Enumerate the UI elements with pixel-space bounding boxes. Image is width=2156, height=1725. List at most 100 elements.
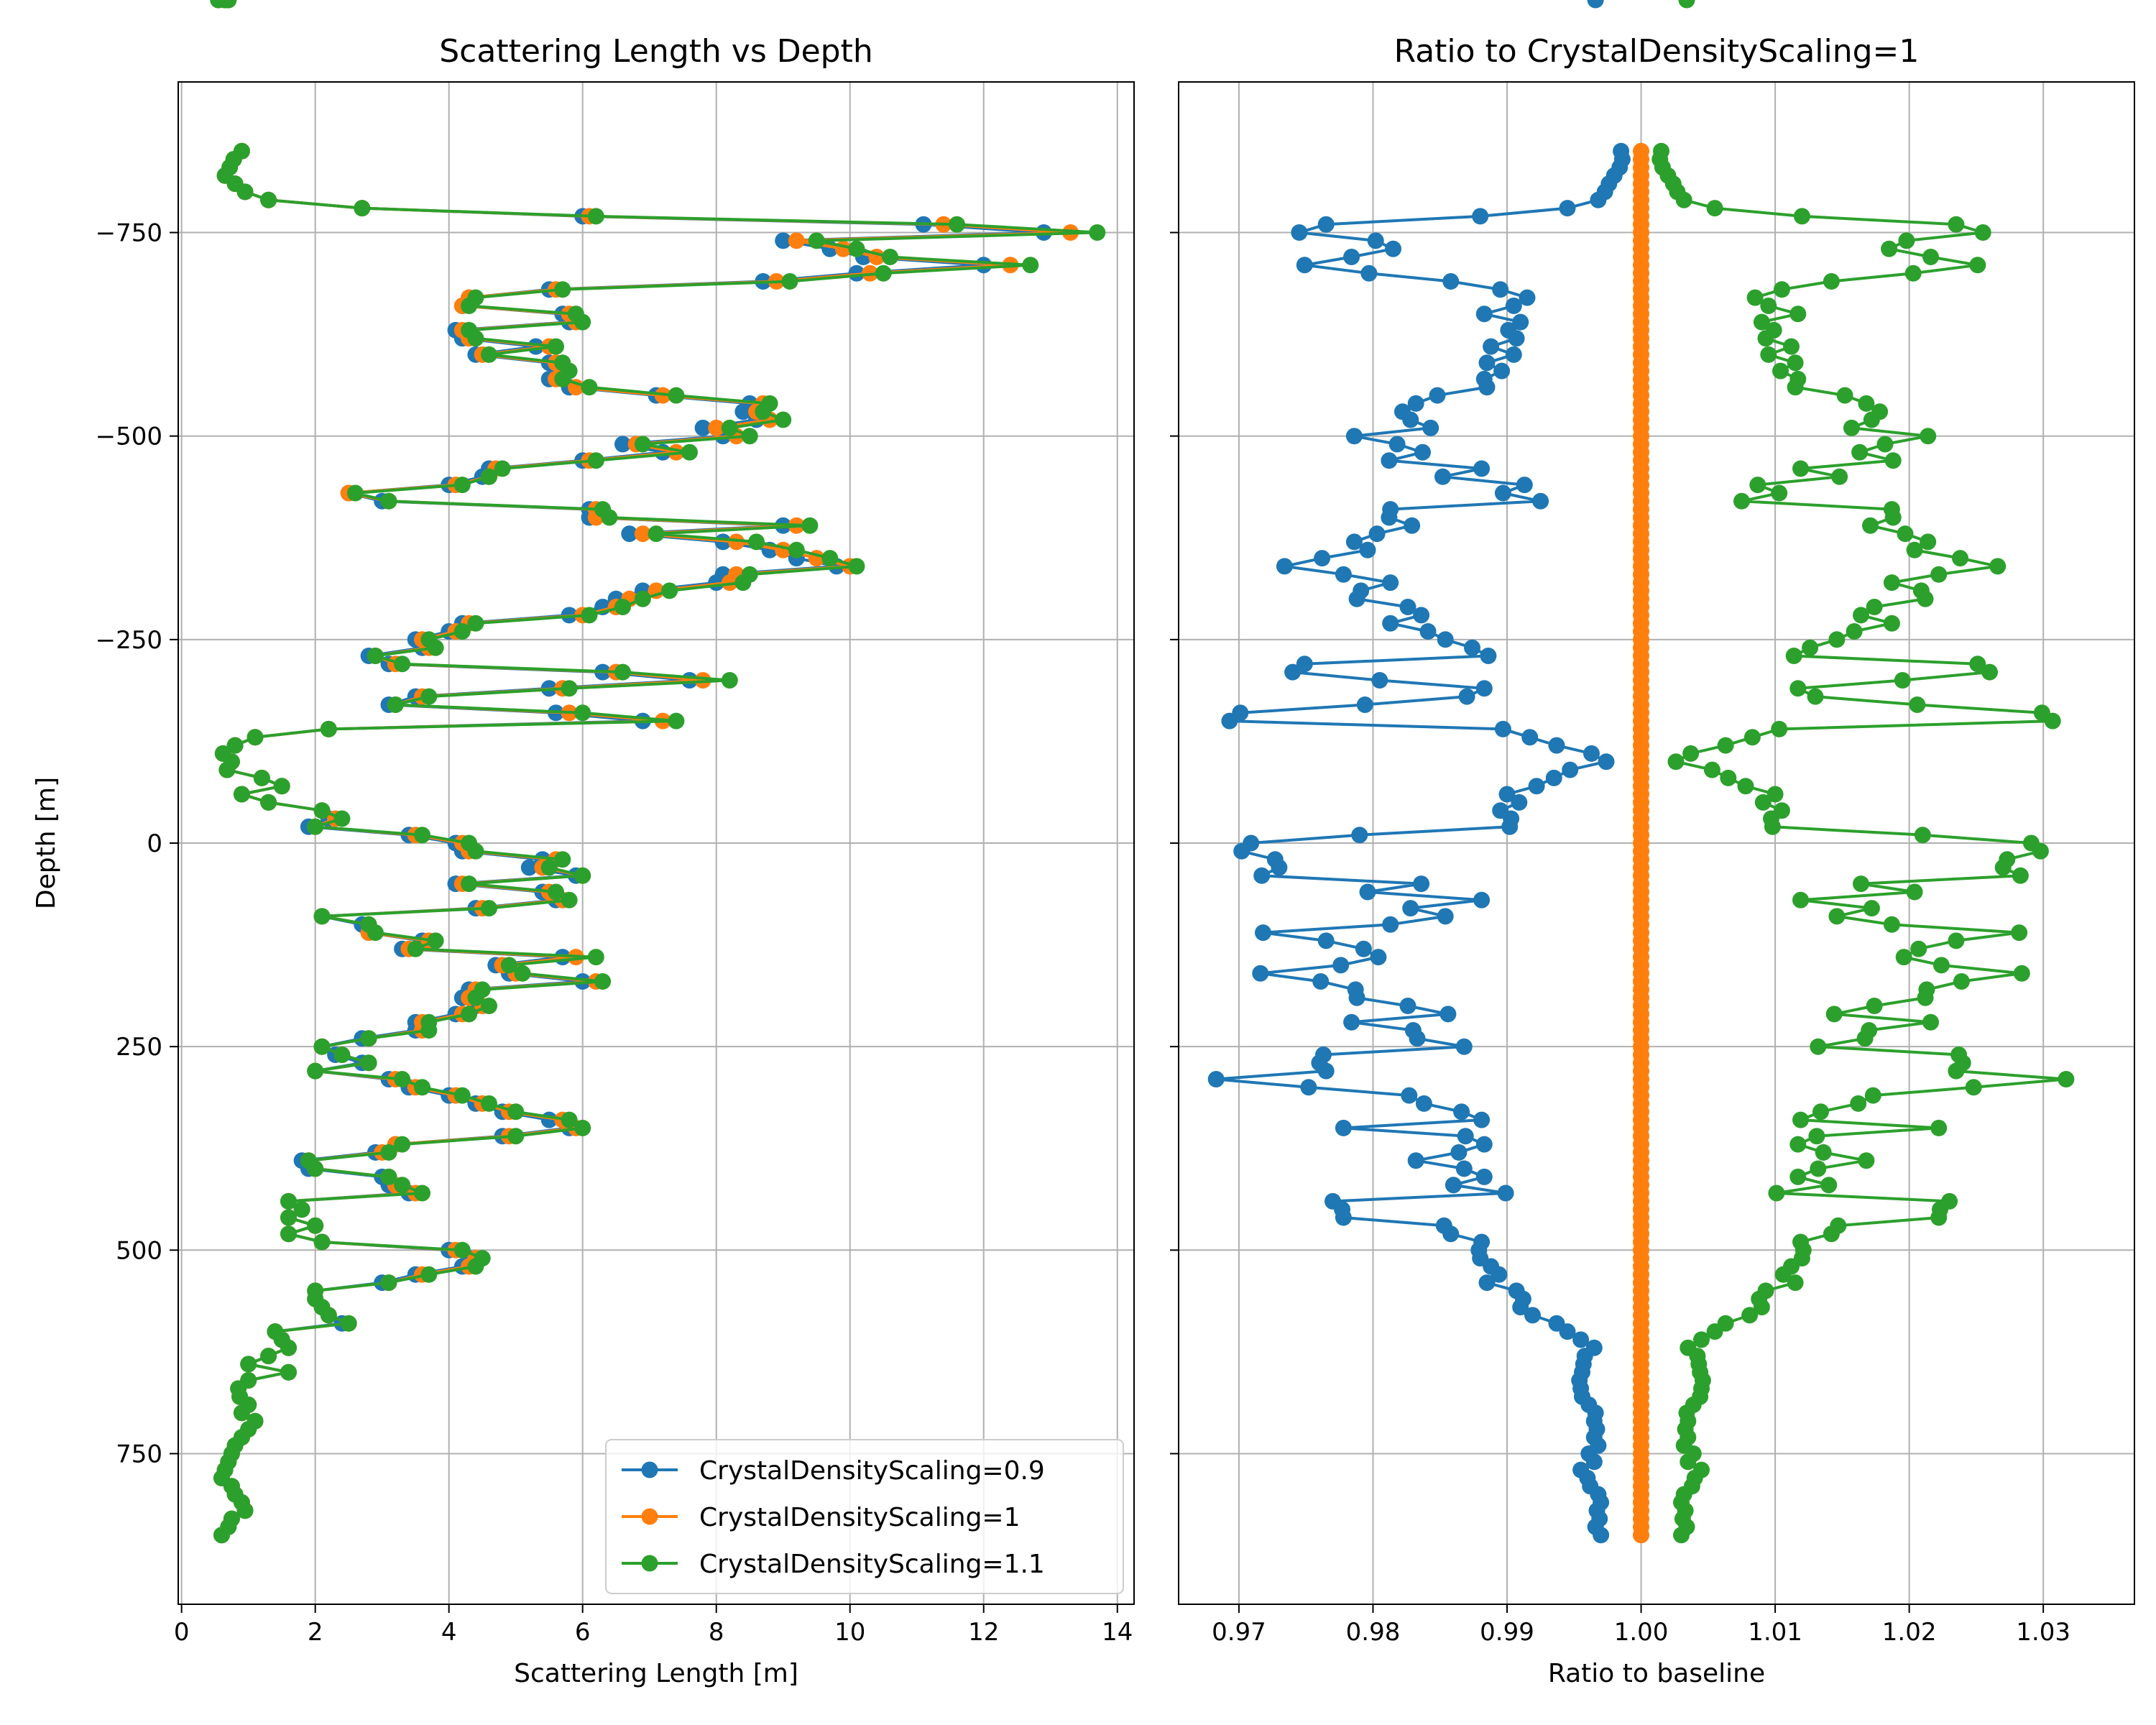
x-tick-label: 1.03 bbox=[2016, 1618, 2070, 1647]
right-y-ticks bbox=[1170, 231, 1179, 1455]
data-point bbox=[561, 680, 578, 697]
data-point bbox=[394, 656, 411, 673]
data-point bbox=[233, 1404, 250, 1422]
data-point bbox=[1545, 769, 1562, 786]
data-point bbox=[307, 818, 324, 835]
data-point bbox=[1858, 395, 1875, 412]
data-point bbox=[1300, 1079, 1317, 1096]
data-point bbox=[1475, 680, 1493, 697]
data-point bbox=[2011, 924, 2028, 942]
x-tick-label: 1.02 bbox=[1882, 1618, 1937, 1647]
legend: CrystalDensityScaling=0.9 CrystalDensity… bbox=[605, 1439, 1124, 1594]
left-series-layer bbox=[210, 0, 1106, 1544]
series-1 bbox=[1633, 142, 1649, 1544]
data-point bbox=[694, 419, 711, 436]
data-point bbox=[1370, 949, 1387, 966]
data-point bbox=[2012, 867, 2029, 884]
data-point bbox=[1478, 379, 1496, 396]
data-point bbox=[614, 663, 631, 681]
data-point bbox=[320, 720, 337, 737]
data-point bbox=[1989, 558, 2007, 575]
data-point bbox=[848, 558, 865, 575]
data-point bbox=[1883, 615, 1900, 632]
data-point bbox=[360, 1054, 377, 1072]
data-point bbox=[1787, 354, 1804, 372]
data-point bbox=[1583, 745, 1600, 762]
data-point bbox=[661, 582, 678, 599]
data-point bbox=[414, 1184, 430, 1202]
data-point bbox=[1407, 1152, 1424, 1169]
series-2 bbox=[1651, 0, 2075, 1544]
data-point bbox=[1409, 1030, 1426, 1047]
data-point bbox=[1678, 0, 1695, 9]
data-point bbox=[1385, 240, 1401, 257]
data-point bbox=[507, 1103, 525, 1121]
legend-label-0: CrystalDensityScaling=0.9 bbox=[699, 1456, 1045, 1486]
data-point bbox=[721, 672, 738, 689]
data-point bbox=[1276, 558, 1293, 575]
data-point bbox=[333, 1046, 351, 1063]
data-point bbox=[1876, 436, 1894, 453]
data-point bbox=[788, 541, 805, 558]
data-point bbox=[260, 794, 277, 811]
right-plot-panel: 0.97 0.98 0.99 1.00 1.01 1.02 1.03 Ratio to Cr… bbox=[1170, 0, 2135, 1688]
data-point bbox=[2058, 1071, 2075, 1087]
data-point bbox=[614, 599, 631, 615]
left-plot-panel: 0 2 4 6 8 10 12 14 −750 −500 −250 0 250 500 750 Scatt… bbox=[32, 0, 1135, 1688]
data-point bbox=[494, 460, 511, 477]
data-point bbox=[1693, 1331, 1710, 1348]
data-point bbox=[1787, 1274, 1804, 1292]
data-point bbox=[1519, 289, 1536, 306]
data-point bbox=[1255, 924, 1271, 942]
data-point bbox=[280, 1192, 297, 1210]
data-point bbox=[1753, 1299, 1770, 1316]
data-point bbox=[313, 908, 331, 925]
data-point bbox=[1317, 932, 1335, 949]
data-point bbox=[1493, 362, 1511, 380]
data-point bbox=[1910, 940, 1927, 957]
data-point bbox=[1851, 443, 1869, 461]
data-point bbox=[1335, 1119, 1352, 1136]
legend-label-2: CrystalDensityScaling=1.1 bbox=[699, 1550, 1045, 1579]
left-chart-title: Scattering Length vs Depth bbox=[439, 33, 873, 70]
data-point bbox=[1948, 216, 1965, 233]
data-point bbox=[801, 517, 819, 534]
legend-marker-2 bbox=[641, 1555, 658, 1572]
data-point bbox=[1897, 525, 1914, 543]
data-point bbox=[1766, 786, 1784, 803]
data-point bbox=[594, 973, 612, 990]
data-point bbox=[1909, 696, 1926, 713]
data-point bbox=[293, 1201, 310, 1218]
data-point bbox=[848, 240, 865, 257]
data-point bbox=[1808, 1128, 1825, 1145]
data-point bbox=[1508, 330, 1525, 347]
y-tick-label: 750 bbox=[116, 1440, 162, 1468]
data-point bbox=[1853, 875, 1869, 893]
data-point bbox=[1359, 883, 1376, 901]
data-point bbox=[875, 264, 892, 282]
data-point bbox=[1494, 484, 1511, 502]
data-point bbox=[1675, 191, 1692, 208]
data-point bbox=[1434, 468, 1451, 485]
data-point bbox=[1528, 778, 1545, 795]
data-point bbox=[427, 639, 444, 656]
data-point bbox=[420, 1022, 438, 1039]
data-point bbox=[394, 1177, 411, 1194]
data-point bbox=[394, 1136, 411, 1153]
data-point bbox=[581, 379, 598, 396]
data-point bbox=[1802, 639, 1819, 656]
data-point bbox=[1399, 599, 1416, 615]
data-point bbox=[313, 1038, 331, 1055]
data-point bbox=[273, 778, 290, 795]
right-x-ticks: 0.97 0.98 0.99 1.00 1.01 1.02 1.03 bbox=[1212, 1604, 2070, 1647]
data-point bbox=[1559, 200, 1576, 217]
data-point bbox=[621, 525, 638, 543]
data-point bbox=[734, 574, 752, 592]
data-point bbox=[1883, 574, 1900, 592]
data-point bbox=[218, 761, 236, 778]
data-point bbox=[1284, 663, 1302, 681]
data-point bbox=[1312, 973, 1330, 990]
data-point bbox=[1953, 973, 1970, 990]
data-point bbox=[1317, 1062, 1335, 1080]
data-point bbox=[1475, 1168, 1493, 1185]
